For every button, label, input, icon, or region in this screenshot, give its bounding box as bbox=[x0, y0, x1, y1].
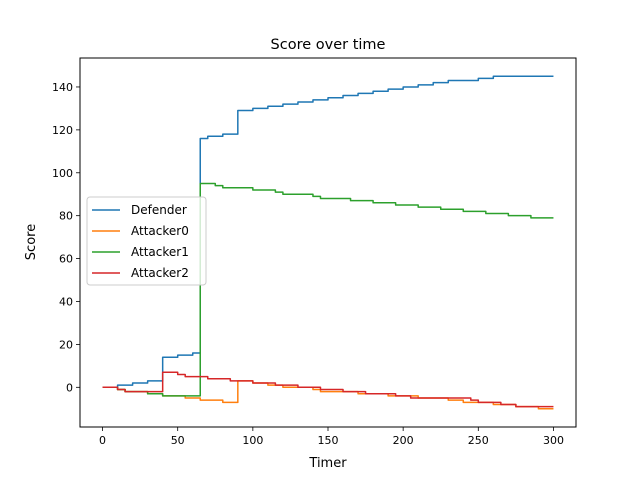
y-axis-label: Score bbox=[24, 224, 39, 260]
x-tick-label: 300 bbox=[543, 434, 564, 447]
legend-label-attacker1: Attacker1 bbox=[131, 245, 189, 259]
series-line-attacker2 bbox=[102, 371, 554, 408]
legend-items: Defender Attacker0 Attacker1 Attacker2 bbox=[92, 203, 189, 280]
legend-box bbox=[86, 196, 207, 286]
series-line-defender bbox=[102, 75, 554, 389]
x-tick-label: 250 bbox=[468, 434, 489, 447]
x-ticks: 0 50 100 150 200 250 300 bbox=[99, 427, 564, 447]
legend: Defender Attacker0 Attacker1 Attacker2 bbox=[86, 196, 207, 286]
x-tick-label: 50 bbox=[171, 434, 185, 447]
x-tick-label: 0 bbox=[99, 434, 106, 447]
legend-label-defender: Defender bbox=[131, 203, 187, 217]
y-tick-label: 100 bbox=[52, 167, 73, 180]
y-tick-label: 40 bbox=[59, 295, 73, 308]
x-tick-label: 200 bbox=[393, 434, 414, 447]
y-ticks: 0 20 40 60 80 100 120 140 bbox=[52, 81, 80, 394]
chart-title: Score over time bbox=[271, 37, 386, 53]
y-tick-label: 60 bbox=[59, 253, 73, 266]
series-layer bbox=[102, 75, 554, 410]
series-line-attacker1 bbox=[102, 182, 554, 397]
legend-label-attacker2: Attacker2 bbox=[131, 266, 189, 280]
y-tick-label: 80 bbox=[59, 210, 73, 223]
x-tick-label: 150 bbox=[318, 434, 339, 447]
legend-label-attacker0: Attacker0 bbox=[131, 224, 189, 238]
x-tick-label: 100 bbox=[242, 434, 263, 447]
y-tick-label: 20 bbox=[59, 338, 73, 351]
y-tick-label: 0 bbox=[66, 381, 73, 394]
x-axis-label: Timer bbox=[308, 456, 347, 471]
y-tick-label: 140 bbox=[52, 81, 73, 94]
y-tick-label: 120 bbox=[52, 124, 73, 137]
